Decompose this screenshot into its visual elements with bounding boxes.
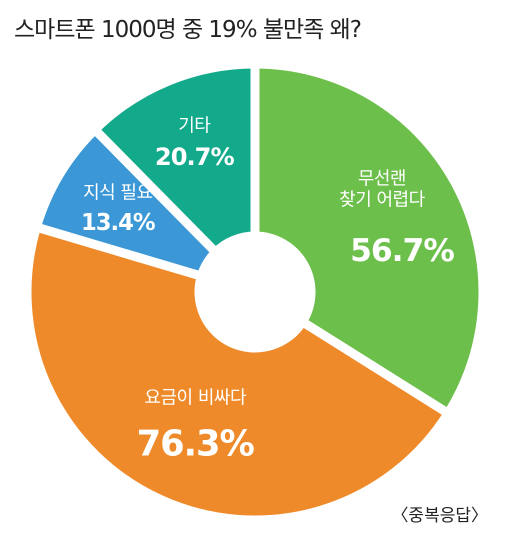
value-label: 20.7% [154, 143, 235, 172]
note: 〈중복응답〉 [391, 506, 488, 526]
category-label: 무선랜 찾기 어렵다 [339, 168, 425, 210]
category-label: 지식 필요 [83, 182, 153, 204]
value-label: 13.4% [80, 210, 156, 237]
value-label: 56.7% [350, 232, 455, 269]
category-label: 기타 [178, 115, 211, 137]
donut-slice [88, 59, 260, 259]
category-label: 요금이 비싸다 [144, 388, 247, 410]
chart-title: 스마트폰 1000명 중 19% 불만족 왜? [14, 17, 362, 43]
donut-slice [22, 221, 455, 525]
donut-slice [30, 123, 223, 282]
value-label: 76.3% [136, 423, 255, 465]
